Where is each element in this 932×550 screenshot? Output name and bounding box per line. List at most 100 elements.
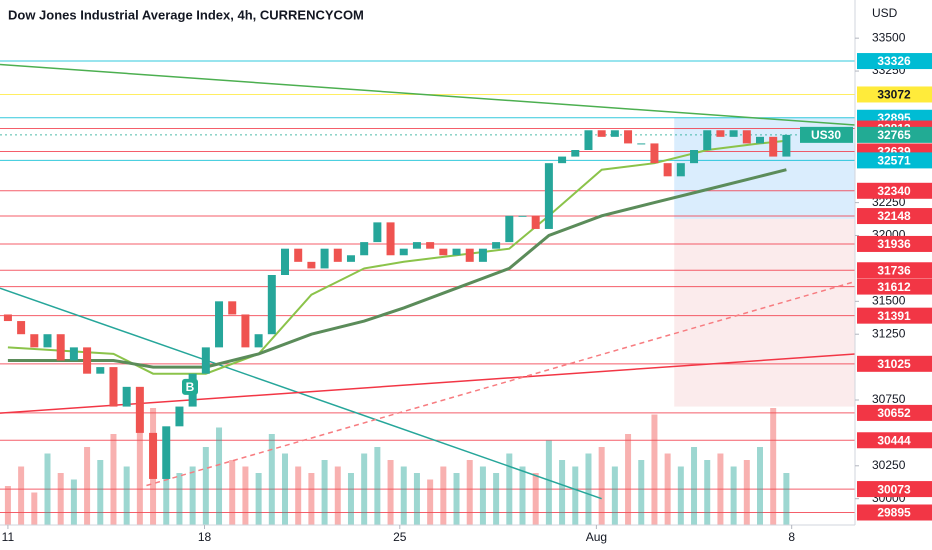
x-tick-label: 11 [2, 530, 15, 544]
candle [584, 130, 593, 150]
volume-bar [202, 447, 209, 525]
volume-bar [427, 479, 434, 525]
candle [478, 248, 487, 262]
level-label: 32571 [877, 154, 911, 168]
candle [3, 314, 12, 322]
volume-bar [413, 473, 420, 525]
x-axis-panel [0, 525, 932, 550]
candle [756, 136, 764, 144]
fib-box-lower [674, 218, 855, 407]
candle [69, 347, 78, 361]
volume-bar [268, 434, 275, 525]
volume-bar [400, 466, 407, 525]
volume-bar [532, 473, 539, 525]
volume-bar [163, 453, 170, 525]
candle [149, 432, 158, 479]
volume-bar [559, 460, 566, 525]
candle [676, 163, 685, 177]
volume-bar [18, 466, 25, 525]
level-box [857, 208, 932, 225]
volume-bar [651, 414, 658, 525]
candle [201, 347, 210, 374]
level-label: 31391 [877, 309, 911, 323]
level-box [857, 504, 932, 521]
level-box [857, 481, 932, 498]
currency-label: USD [872, 6, 898, 20]
volume-bar [691, 447, 698, 525]
candle [56, 334, 65, 361]
volume-bar [334, 466, 341, 525]
volume-bar [611, 466, 618, 525]
candle [505, 215, 514, 243]
x-tick-label: 8 [788, 530, 795, 544]
volume-bar [97, 460, 104, 525]
candle [43, 334, 52, 348]
volume-bar [255, 473, 262, 525]
candle [426, 242, 435, 249]
volume-bar [717, 453, 724, 525]
volume-bar [638, 460, 645, 525]
candle [373, 222, 382, 243]
volume-bar [361, 453, 368, 525]
chart-title: Dow Jones Industrial Average Index, 4h, … [8, 7, 364, 22]
candle [162, 426, 171, 479]
volume-bar [493, 473, 500, 525]
candle [83, 347, 92, 374]
candle [452, 248, 461, 256]
symbol-label: US30 [811, 128, 841, 142]
volume-bar [4, 486, 11, 525]
y-tick-label: 31500 [872, 293, 906, 307]
volume-bar [453, 473, 460, 525]
y-tick-label: 30250 [872, 458, 906, 472]
level-label: 29895 [877, 506, 911, 520]
candle [30, 334, 39, 348]
volume-bar [70, 479, 77, 525]
level-box [857, 86, 932, 103]
candle [690, 150, 699, 164]
moving-average [7, 139, 787, 375]
level-box [857, 355, 932, 372]
volume-bar [229, 460, 236, 525]
volume-bar [387, 460, 394, 525]
candle [531, 215, 540, 229]
candle [492, 242, 501, 249]
level-box [857, 53, 932, 70]
volume-bar [242, 466, 249, 525]
candle [215, 301, 224, 348]
candle [782, 134, 791, 157]
level-label: 33326 [877, 54, 911, 68]
volume-bar [123, 466, 130, 525]
candle [624, 130, 633, 144]
annotation-marker [182, 378, 198, 395]
candle [17, 321, 26, 335]
level-label: 32765 [877, 128, 911, 142]
candle [386, 222, 395, 256]
volume-bar [136, 421, 143, 525]
candle [597, 130, 606, 137]
volume-bar [57, 473, 64, 525]
level-label: 32340 [877, 184, 911, 198]
level-box [857, 404, 932, 421]
x-tick-label: 18 [198, 530, 212, 544]
candle [294, 248, 303, 262]
volume-bar [519, 466, 526, 525]
volume-bar [704, 460, 711, 525]
level-box [857, 235, 932, 252]
annotation-label: B [186, 380, 195, 394]
candle [281, 248, 289, 275]
volume-bar [282, 453, 288, 525]
level-label: 33072 [877, 88, 911, 102]
y-tick-label: 31250 [872, 326, 906, 340]
candle [267, 275, 276, 335]
candle [175, 406, 184, 427]
candle [571, 150, 580, 157]
level-box [857, 152, 932, 169]
candle [742, 130, 751, 144]
level-label: 30073 [877, 482, 911, 496]
volume-bar [374, 447, 381, 525]
volume-bar [730, 466, 737, 525]
candle [558, 156, 567, 164]
candle [135, 386, 144, 433]
candle [228, 301, 237, 315]
